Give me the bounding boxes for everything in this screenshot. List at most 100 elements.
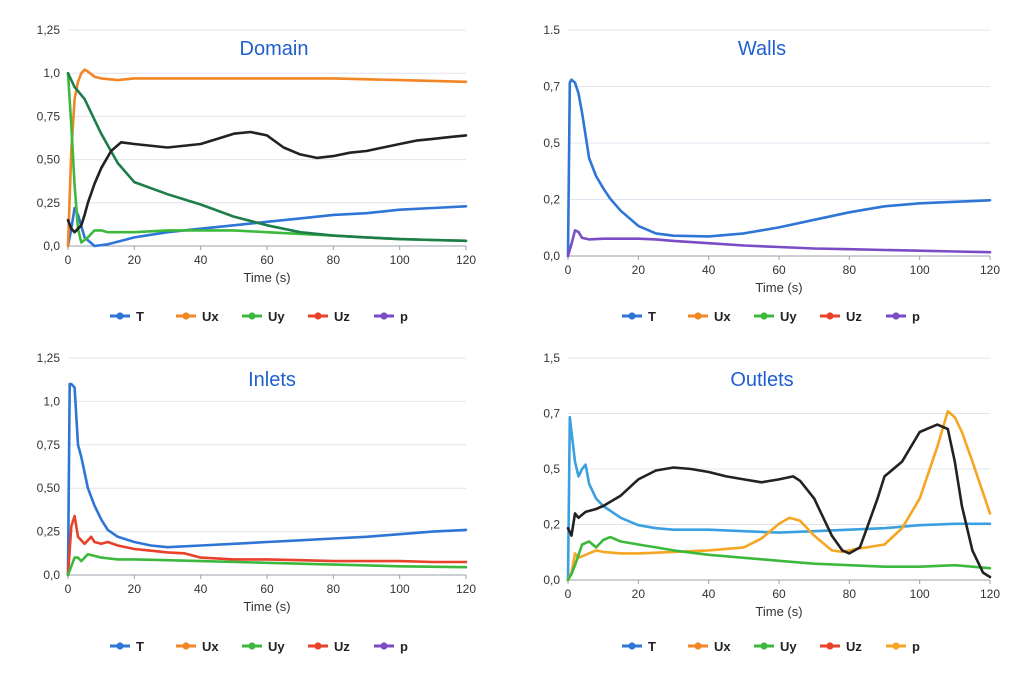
y-tick-label: 0,50	[37, 481, 61, 495]
x-tick-label: 100	[910, 587, 930, 601]
chart-title: Inlets	[248, 369, 296, 391]
legend-label: Uz	[334, 309, 350, 324]
legend-marker	[380, 642, 388, 650]
legend-label: Uz	[846, 309, 862, 324]
chart-title: Outlets	[730, 369, 793, 391]
series-line	[566, 229, 992, 258]
series-line	[66, 71, 468, 243]
legend-label: Uy	[268, 309, 285, 324]
x-tick-label: 60	[772, 587, 786, 601]
x-tick-label: 100	[390, 253, 410, 267]
y-tick-label: 0,2	[543, 518, 560, 532]
series-line	[66, 382, 468, 577]
x-tick-label: 0	[565, 263, 572, 277]
legend-label: Ux	[714, 309, 731, 324]
legend-label: p	[400, 639, 408, 654]
legend-label: T	[136, 309, 144, 324]
x-tick-label: 80	[843, 587, 857, 601]
series-line	[66, 514, 468, 577]
y-tick-label: 1,25	[37, 351, 61, 365]
x-tick-label: 20	[632, 587, 646, 601]
y-tick-label: 0,50	[37, 153, 61, 167]
legend-marker	[248, 312, 256, 320]
x-axis-label: Time (s)	[243, 599, 290, 614]
x-tick-label: 20	[632, 263, 646, 277]
x-tick-label: 40	[702, 587, 716, 601]
legend-label: T	[648, 309, 656, 324]
legend-label: Ux	[202, 309, 219, 324]
x-axis-label: Time (s)	[243, 270, 290, 285]
legend-label: Uy	[780, 639, 797, 654]
y-tick-label: 0,5	[543, 136, 560, 150]
legend-marker	[826, 312, 834, 320]
legend-label: p	[912, 309, 920, 324]
x-tick-label: 120	[456, 253, 476, 267]
legend-marker	[826, 642, 834, 650]
legend-label: Uy	[780, 309, 797, 324]
x-tick-label: 0	[65, 253, 72, 267]
x-tick-label: 100	[910, 263, 930, 277]
y-tick-label: 0,0	[43, 239, 60, 253]
legend-label: p	[400, 309, 408, 324]
legend-marker	[892, 642, 900, 650]
series-line	[66, 130, 468, 234]
chart-svg-domain: 0,0 0,25 0,50 0,75 1,0 1,25 0 20 40 60 80 100 120 Tim…	[37, 23, 477, 324]
legend-label: p	[912, 639, 920, 654]
legend-label: Uz	[334, 639, 350, 654]
y-tick-label: 1,5	[543, 351, 560, 365]
x-tick-label: 20	[128, 253, 142, 267]
legend-marker	[694, 312, 702, 320]
legend-marker	[314, 642, 322, 650]
legend-marker	[892, 312, 900, 320]
legend-marker	[694, 642, 702, 650]
y-tick-label: 0,7	[543, 407, 560, 421]
y-tick-label: 1,25	[37, 23, 61, 37]
x-tick-label: 60	[260, 253, 274, 267]
y-tick-label: 0,7	[543, 80, 560, 94]
series-line	[66, 68, 468, 248]
y-tick-label: 0,0	[543, 249, 560, 263]
y-tick-label: 0,0	[43, 568, 60, 582]
x-tick-label: 120	[980, 263, 1000, 277]
legend-marker	[760, 642, 768, 650]
x-tick-label: 80	[327, 582, 341, 596]
legend-label: T	[136, 639, 144, 654]
y-tick-label: 0,25	[37, 525, 61, 539]
x-tick-label: 120	[456, 582, 476, 596]
chart-svg-inlets: 0,0 0,25 0,50 0,75 1,0 1,25 0 20 40 60 80 100 120 Tim…	[37, 351, 477, 654]
y-tick-label: 1.5	[543, 23, 560, 37]
legend-marker	[116, 312, 124, 320]
legend-marker	[248, 642, 256, 650]
x-tick-label: 60	[772, 263, 786, 277]
legend-label: Uy	[268, 639, 285, 654]
y-tick-label: 0,75	[37, 109, 61, 123]
chart-title: Walls	[738, 38, 786, 60]
legend-marker	[380, 312, 388, 320]
x-tick-label: 40	[194, 582, 208, 596]
legend-marker	[314, 312, 322, 320]
series-line	[566, 535, 992, 582]
series-line	[66, 71, 468, 244]
series-line	[66, 552, 468, 577]
legend-marker	[628, 312, 636, 320]
legend-label: Ux	[714, 639, 731, 654]
series-line	[566, 423, 992, 579]
x-axis-label: Time (s)	[755, 604, 802, 619]
chart-panel: 0,0 0,2 0,5 0,7 1,5 0 20 40 60 80 100 120 Time (s) Ou…	[512, 341, 1024, 682]
series-line	[566, 415, 992, 582]
y-tick-label: 1,0	[43, 394, 60, 408]
y-tick-label: 0,0	[543, 573, 560, 587]
series-line	[566, 410, 992, 582]
x-axis-label: Time (s)	[755, 280, 802, 295]
y-tick-label: 1,0	[43, 66, 60, 80]
x-tick-label: 120	[980, 587, 1000, 601]
y-tick-label: 0,75	[37, 438, 61, 452]
y-tick-label: 0,25	[37, 196, 61, 210]
x-tick-label: 20	[128, 582, 142, 596]
legend-label: T	[648, 639, 656, 654]
x-tick-label: 40	[194, 253, 208, 267]
x-tick-label: 80	[843, 263, 857, 277]
legend-marker	[182, 642, 190, 650]
legend-marker	[760, 312, 768, 320]
y-tick-label: 0,5	[543, 462, 560, 476]
